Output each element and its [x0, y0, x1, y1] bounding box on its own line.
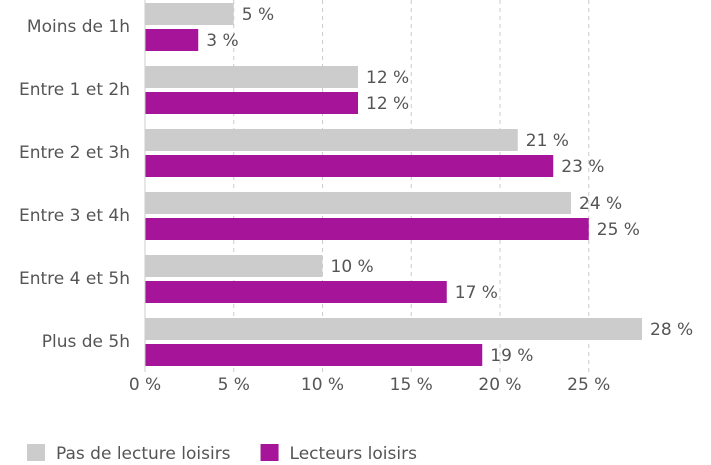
- value-label: 12 %: [366, 94, 409, 114]
- bar: [145, 318, 642, 340]
- category-label: Entre 1 et 2h: [19, 80, 130, 100]
- bar: [145, 155, 554, 177]
- value-label: 23 %: [561, 157, 604, 177]
- category-label: Entre 4 et 5h: [19, 269, 130, 289]
- x-tick-label: 10 %: [301, 375, 344, 395]
- bar: [145, 344, 483, 366]
- bar: [145, 129, 518, 151]
- x-tick-label: 20 %: [478, 375, 521, 395]
- value-label: 24 %: [579, 194, 622, 214]
- value-label: 12 %: [366, 68, 409, 88]
- category-label: Moins de 1h: [27, 17, 130, 37]
- value-label: 17 %: [455, 283, 498, 303]
- value-label: 28 %: [650, 320, 693, 340]
- bar: [145, 255, 323, 277]
- value-label: 21 %: [526, 131, 569, 151]
- value-label: 5 %: [242, 5, 274, 25]
- x-tick-label: 15 %: [390, 375, 433, 395]
- value-label: 25 %: [597, 220, 640, 240]
- legend-label: Pas de lecture loisirs: [56, 444, 231, 461]
- category-label: Entre 2 et 3h: [19, 143, 130, 163]
- bar: [145, 3, 234, 25]
- category-label: Plus de 5h: [42, 332, 130, 352]
- value-label: 3 %: [206, 31, 238, 51]
- legend-swatch: [27, 444, 45, 462]
- legend-label: Lecteurs loisirs: [290, 444, 418, 461]
- bar: [145, 281, 447, 303]
- bar: [145, 218, 589, 240]
- x-tick-label: 5 %: [218, 375, 250, 395]
- x-tick-label: 0 %: [129, 375, 161, 395]
- value-label: 10 %: [331, 257, 374, 277]
- bar: [145, 66, 358, 88]
- legend-swatch: [260, 444, 279, 462]
- x-tick-label: 25 %: [567, 375, 610, 395]
- bar: [145, 192, 571, 214]
- value-label: 19 %: [490, 346, 533, 366]
- bar: [145, 92, 358, 114]
- bar: [145, 29, 199, 51]
- category-label: Entre 3 et 4h: [19, 206, 130, 226]
